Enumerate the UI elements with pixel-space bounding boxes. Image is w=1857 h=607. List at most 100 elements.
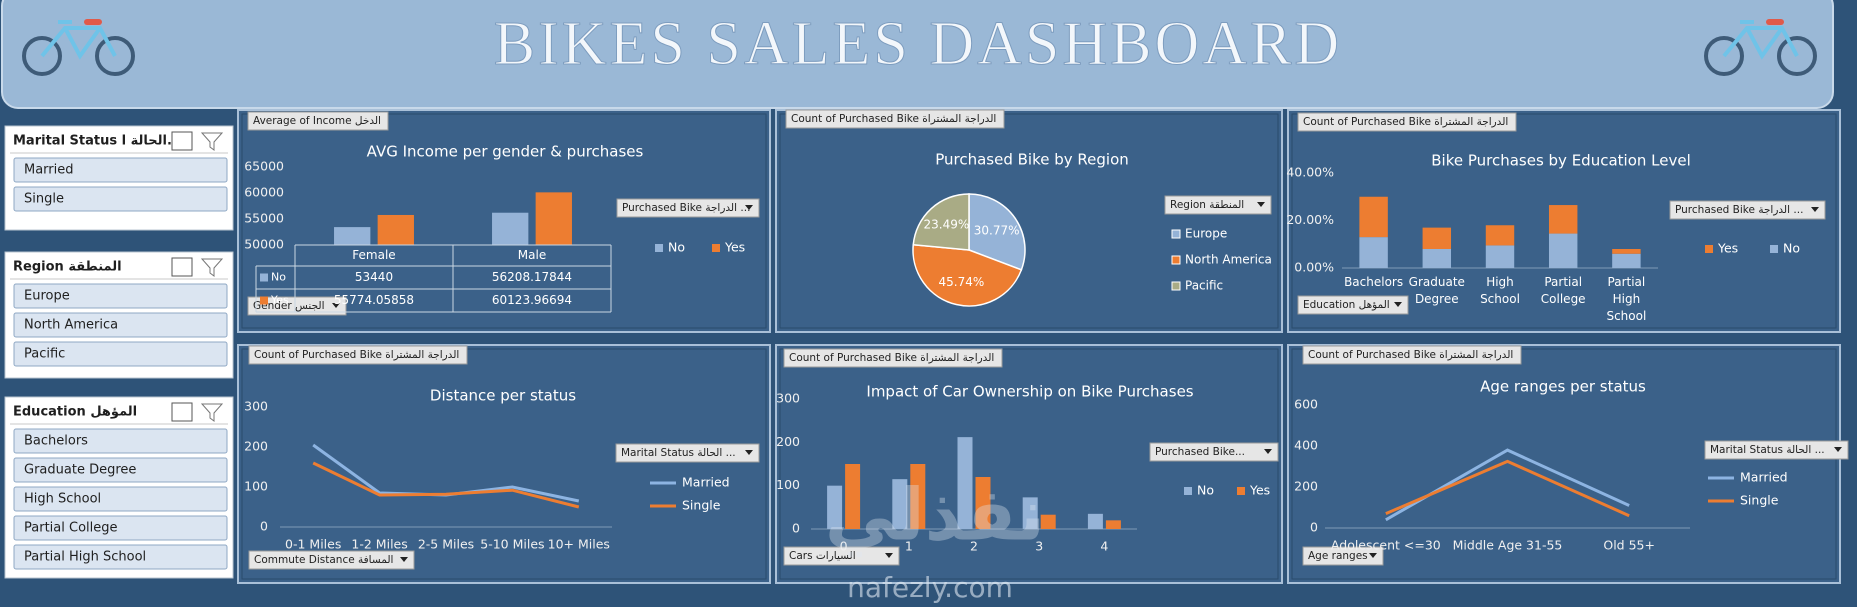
bar bbox=[1105, 520, 1121, 529]
slicer-item[interactable] bbox=[13, 283, 228, 309]
multi-select-icon[interactable] bbox=[171, 402, 193, 422]
legend-label: Single bbox=[1740, 493, 1779, 508]
field-button-label: Purchased Bike... bbox=[1155, 446, 1245, 458]
slicer-item-label: North America bbox=[24, 318, 118, 333]
bar bbox=[535, 192, 572, 245]
watermark-text: nafezly.com bbox=[847, 571, 1013, 604]
header-band bbox=[1, 0, 1834, 109]
chart-title: Bike Purchases by Education Level bbox=[1431, 152, 1691, 170]
field-button-label: Age ranges bbox=[1308, 550, 1368, 562]
slicer-item[interactable] bbox=[13, 544, 228, 570]
legend-label: No bbox=[1197, 483, 1214, 498]
slicer-item[interactable] bbox=[13, 486, 228, 512]
table-value: 56208.17844 bbox=[492, 270, 572, 284]
field-button[interactable] bbox=[1669, 200, 1826, 220]
chart-panel bbox=[237, 344, 771, 584]
chart-panel-inner bbox=[1291, 113, 1837, 329]
dropdown-arrow bbox=[332, 303, 340, 308]
field-button[interactable] bbox=[247, 111, 389, 131]
table-row-label: Yes bbox=[270, 294, 289, 307]
field-button[interactable] bbox=[1164, 195, 1272, 215]
slicer-item[interactable] bbox=[13, 457, 228, 483]
dropdown-arrow bbox=[1369, 553, 1377, 558]
bar-segment bbox=[1485, 225, 1515, 246]
bike-icon bbox=[22, 19, 135, 76]
legend-label: Yes bbox=[1249, 483, 1270, 498]
field-button-label: Marital Status الحالة ... bbox=[621, 447, 736, 459]
dropdown-arrow bbox=[1811, 207, 1819, 212]
field-button[interactable] bbox=[1297, 112, 1517, 132]
bar bbox=[492, 212, 529, 245]
chart-panel-inner bbox=[241, 348, 767, 580]
chart-title: Purchased Bike by Region bbox=[935, 151, 1129, 169]
table-header: Male bbox=[518, 248, 546, 262]
field-button[interactable] bbox=[616, 198, 760, 218]
field-button-label: Commute Distance المسافة bbox=[254, 554, 393, 566]
x-tick-label-box: High School bbox=[1480, 275, 1520, 306]
bar bbox=[827, 485, 843, 529]
bar-segment bbox=[1422, 249, 1452, 268]
y-tick-label: 55000 bbox=[244, 211, 284, 226]
field-button-label: Count of Purchased Bike الدراجة المشتراة bbox=[254, 349, 459, 361]
field-button-label: Count of Purchased Bike الدراجة المشتراة bbox=[1303, 116, 1508, 128]
table-value: 60123.96694 bbox=[492, 293, 572, 307]
y-tick-label: 40.00% bbox=[1286, 165, 1334, 180]
table-value: 53440 bbox=[355, 270, 393, 284]
table-row-label: No bbox=[271, 271, 286, 284]
slicer-item[interactable] bbox=[13, 186, 228, 212]
clear-filter-icon[interactable] bbox=[200, 403, 224, 422]
field-button[interactable] bbox=[783, 546, 900, 566]
bar-segment bbox=[1548, 233, 1578, 268]
field-button[interactable] bbox=[1149, 442, 1279, 462]
slicer-item-label: Europe bbox=[24, 289, 70, 304]
field-button[interactable] bbox=[1297, 295, 1409, 315]
legend-swatch bbox=[1237, 487, 1245, 495]
pie-slice bbox=[912, 193, 970, 251]
x-tick-label-box: Bachelors bbox=[1344, 275, 1403, 289]
field-button[interactable] bbox=[247, 296, 347, 316]
field-button[interactable] bbox=[615, 443, 760, 463]
bar-segment bbox=[1612, 253, 1641, 268]
field-button[interactable] bbox=[1302, 546, 1384, 566]
legend-swatch bbox=[1184, 487, 1192, 495]
field-button[interactable] bbox=[785, 109, 1005, 129]
multi-select-icon[interactable] bbox=[171, 257, 193, 277]
y-tick-label: 100 bbox=[776, 477, 800, 492]
x-tick-label: 4 bbox=[1100, 539, 1108, 554]
y-tick-label: 0 bbox=[792, 521, 800, 536]
dropdown-arrow bbox=[1257, 202, 1265, 207]
clear-filter-icon[interactable] bbox=[200, 258, 224, 277]
dropdown-arrow bbox=[400, 557, 408, 562]
field-button[interactable] bbox=[248, 550, 415, 570]
x-tick-label: 2-5 Miles bbox=[418, 537, 474, 552]
slicer-item[interactable] bbox=[13, 157, 228, 183]
bar-segment bbox=[1359, 237, 1388, 268]
slicer-item[interactable] bbox=[13, 341, 228, 367]
bar bbox=[1022, 497, 1038, 529]
x-tick-label: Old 55+ bbox=[1603, 538, 1655, 553]
slicer-item[interactable] bbox=[13, 428, 228, 454]
table-value: 55774.05858 bbox=[334, 293, 414, 307]
chart-title: Distance per status bbox=[430, 387, 576, 405]
bike-icon bbox=[1704, 19, 1817, 76]
field-button[interactable] bbox=[248, 345, 468, 365]
field-button[interactable] bbox=[1302, 345, 1522, 365]
field-button[interactable] bbox=[1704, 440, 1849, 460]
legend-swatch bbox=[712, 244, 720, 252]
chart-panel-inner bbox=[1291, 348, 1837, 580]
field-button[interactable] bbox=[783, 348, 1003, 368]
slicer-item[interactable] bbox=[13, 515, 228, 541]
chart-panel bbox=[775, 344, 1283, 584]
bar bbox=[334, 227, 371, 245]
chart-title: AVG Income per gender & purchases bbox=[367, 143, 644, 161]
multi-select-icon[interactable] bbox=[171, 131, 193, 151]
line-series bbox=[312, 461, 580, 509]
legend-label: Pacific bbox=[1185, 279, 1223, 293]
x-tick-label: Graduate Degree bbox=[1408, 275, 1465, 306]
clear-filter-icon[interactable] bbox=[200, 132, 224, 151]
slicer-item[interactable] bbox=[13, 312, 228, 338]
slicer-item-label: Single bbox=[24, 192, 64, 207]
bar bbox=[1040, 514, 1056, 529]
chart-panel bbox=[1287, 344, 1841, 584]
legend-label: Yes bbox=[724, 240, 745, 255]
